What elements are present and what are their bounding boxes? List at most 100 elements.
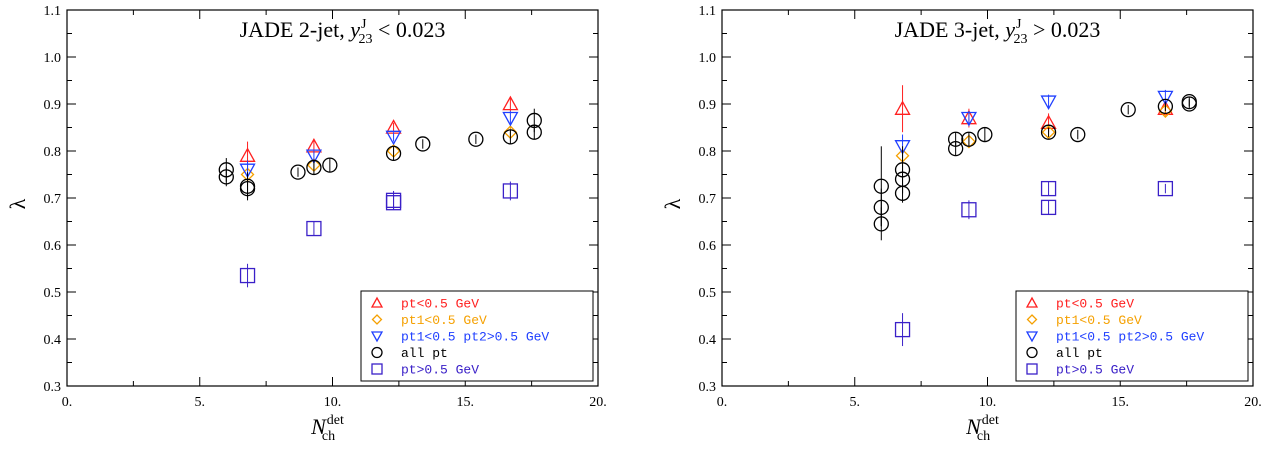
y-tick-label: 0.8 [699, 145, 717, 160]
series-circle [218, 108, 542, 201]
series-diamond [240, 125, 518, 184]
data-point [1157, 90, 1174, 106]
y-tick-label: 1.1 [44, 4, 62, 19]
y-axis-label: λ [5, 198, 30, 209]
series-triangle-down [894, 89, 1174, 159]
data-point [977, 126, 993, 143]
chart-panel-2: 0. 5. 10. 15. 20. 0.3 0.4 0.5 0.6 0.7 0.8 0.9 1.0 1.1… [660, 4, 1262, 444]
data-point [894, 321, 911, 338]
data-point [961, 134, 976, 149]
data-point [961, 131, 977, 147]
y-tick-label: 1.1 [699, 4, 717, 19]
y-tick-label: 1.0 [699, 51, 717, 66]
data-point [526, 124, 542, 140]
data-point [894, 185, 911, 201]
y-tick-label: 0.4 [699, 333, 717, 348]
data-point [306, 220, 322, 237]
y-tick-label: 0.3 [44, 380, 62, 395]
data-point [1158, 104, 1173, 118]
legend-marker [1026, 346, 1038, 359]
legend-marker [1026, 314, 1038, 325]
series-triangle-down [239, 111, 519, 180]
y-tick-label: 0.5 [44, 286, 62, 301]
legend-label: all pt [1056, 346, 1103, 361]
x-tick-label: 5. [850, 395, 861, 410]
legend-label: pt1<0.5 pt2>0.5 GeV [1056, 330, 1204, 345]
legend-label: pt1<0.5 GeV [401, 313, 487, 328]
y-tick-label: 0.9 [699, 98, 717, 113]
data-point [322, 157, 338, 173]
chart-title: JADE 3-jet, yJ 23 > 0.023 [895, 17, 1101, 47]
legend-marker [1025, 296, 1039, 308]
y-axis-label: λ [660, 198, 685, 209]
legend-label: pt<0.5 GeV [1056, 297, 1134, 312]
legend-marker [370, 296, 384, 308]
series-square [894, 180, 1174, 347]
x-tick-label: 15. [1112, 395, 1130, 410]
legend-label: pt1<0.5 GeV [1056, 313, 1142, 328]
data-point [960, 111, 978, 127]
series-triangle-up [239, 95, 519, 170]
data-point [468, 131, 484, 147]
data-point [1070, 126, 1086, 143]
data-point [502, 111, 519, 127]
chart-title: JADE 2-jet, yJ 23 < 0.023 [240, 17, 446, 47]
x-tick-label: 10. [324, 395, 342, 410]
data-point [305, 149, 323, 165]
y-tick-label: 0.9 [44, 98, 62, 113]
y-tick-label: 0.6 [44, 239, 62, 254]
chart-panel-1: 0. 5. 10. 15. 20. 0.3 0.4 0.5 0.6 0.7 0.8 0.9 1.0 1.1… [5, 4, 607, 444]
x-tick-label: 5. [195, 395, 206, 410]
data-point [947, 140, 964, 157]
legend-marker [1025, 331, 1039, 343]
x-tick-label: 0. [717, 395, 728, 410]
data-point [1040, 180, 1057, 197]
x-axis-label: Ndet ch [965, 413, 999, 444]
y-tick-label: 1.0 [44, 51, 62, 66]
data-point [961, 202, 977, 218]
legend-label: pt>0.5 GeV [401, 363, 479, 378]
data-point [1120, 101, 1136, 118]
y-tick-label: 0.7 [44, 192, 62, 207]
data-point [239, 180, 256, 197]
legend-marker [370, 331, 384, 343]
series-circle [873, 94, 1197, 241]
y-tick-label: 0.5 [699, 286, 717, 301]
data-point [290, 164, 306, 180]
data-point [1040, 95, 1057, 110]
data-point [894, 140, 911, 155]
legend-box [360, 290, 594, 382]
legend-marker [371, 346, 383, 359]
data-point [385, 130, 402, 146]
x-tick-label: 20. [589, 395, 607, 410]
legend-label: all pt [401, 346, 448, 361]
legend-box [1015, 290, 1249, 382]
series-triangle-up [894, 85, 1174, 133]
data-point [502, 129, 519, 145]
data-point [1040, 124, 1057, 140]
x-tick-label: 20. [1244, 395, 1262, 410]
legend-marker [1026, 363, 1038, 375]
data-point [1157, 98, 1174, 114]
y-tick-label: 0.8 [44, 145, 62, 160]
data-point [1040, 199, 1057, 216]
legend-marker [371, 363, 383, 375]
y-tick-label: 0.6 [699, 239, 717, 254]
x-tick-label: 10. [979, 395, 997, 410]
legend-label: pt<0.5 GeV [401, 297, 479, 312]
data-point [385, 145, 402, 162]
legend-label: pt>0.5 GeV [1056, 363, 1134, 378]
data-point [218, 169, 234, 185]
data-point [415, 136, 431, 152]
data-point [502, 183, 519, 199]
legend-marker [371, 314, 383, 325]
y-tick-label: 0.3 [699, 380, 717, 395]
x-tick-label: 15. [457, 395, 475, 410]
data-point [239, 163, 256, 179]
data-point [1157, 180, 1174, 197]
data-point [502, 95, 519, 111]
data-point [239, 267, 256, 284]
